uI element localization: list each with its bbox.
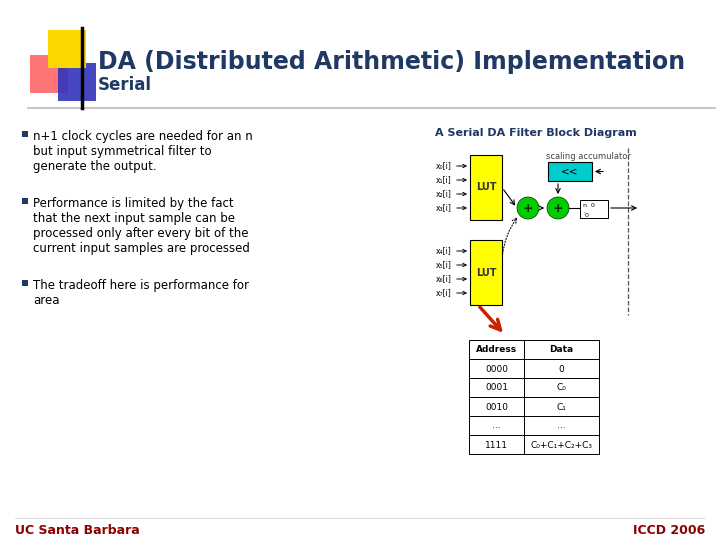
Text: 0: 0 xyxy=(585,213,589,218)
Text: n  0: n 0 xyxy=(583,203,595,208)
Bar xyxy=(524,397,599,416)
Text: that the next input sample can be: that the next input sample can be xyxy=(33,212,235,225)
Bar xyxy=(524,378,599,397)
Text: .: . xyxy=(583,209,585,214)
Bar xyxy=(469,359,524,378)
Text: 0000: 0000 xyxy=(485,364,508,374)
Text: +: + xyxy=(523,202,534,215)
Bar xyxy=(470,155,502,220)
Bar xyxy=(30,55,68,93)
Bar xyxy=(524,359,599,378)
Text: Data: Data xyxy=(549,346,574,354)
Text: The tradeoff here is performance for: The tradeoff here is performance for xyxy=(33,279,249,292)
Text: LUT: LUT xyxy=(476,183,496,192)
Text: Serial: Serial xyxy=(98,76,152,94)
Bar xyxy=(22,198,28,204)
Text: 1111: 1111 xyxy=(485,441,508,449)
Bar xyxy=(469,378,524,397)
Text: ...: ... xyxy=(557,422,566,430)
Text: DA (Distributed Arithmetic) Implementation: DA (Distributed Arithmetic) Implementati… xyxy=(98,50,685,74)
Text: n+1 clock cycles are needed for an n: n+1 clock cycles are needed for an n xyxy=(33,130,253,143)
Text: current input samples are processed: current input samples are processed xyxy=(33,242,250,255)
Text: x₅[i]: x₅[i] xyxy=(436,260,452,269)
Text: UC Santa Barbara: UC Santa Barbara xyxy=(15,523,140,537)
Bar xyxy=(548,162,592,181)
Bar xyxy=(48,30,86,68)
Text: generate the output.: generate the output. xyxy=(33,160,157,173)
Bar xyxy=(470,240,502,305)
Text: but input symmetrical filter to: but input symmetrical filter to xyxy=(33,145,212,158)
Text: 0: 0 xyxy=(559,364,564,374)
Text: x₂[i]: x₂[i] xyxy=(436,190,452,199)
Text: C₀: C₀ xyxy=(557,383,567,393)
Text: x₇[i]: x₇[i] xyxy=(436,288,452,298)
Bar xyxy=(22,131,28,137)
Text: Performance is limited by the fact: Performance is limited by the fact xyxy=(33,197,233,210)
Circle shape xyxy=(547,197,569,219)
Text: area: area xyxy=(33,294,60,307)
Bar xyxy=(524,435,599,454)
Bar xyxy=(469,435,524,454)
Text: x₀[i]: x₀[i] xyxy=(436,161,452,171)
Text: ICCD 2006: ICCD 2006 xyxy=(633,523,705,537)
Text: C₁: C₁ xyxy=(557,402,567,411)
Text: A Serial DA Filter Block Diagram: A Serial DA Filter Block Diagram xyxy=(435,128,636,138)
Text: x₆[i]: x₆[i] xyxy=(436,274,452,284)
Bar xyxy=(22,280,28,286)
Text: x₃[i]: x₃[i] xyxy=(436,204,452,213)
Bar xyxy=(58,63,96,101)
Bar xyxy=(580,200,608,218)
Bar xyxy=(524,416,599,435)
Text: scaling accumulator: scaling accumulator xyxy=(546,152,631,161)
Text: LUT: LUT xyxy=(476,267,496,278)
Bar xyxy=(469,416,524,435)
Bar xyxy=(469,397,524,416)
Text: C₀+C₁+C₂+C₃: C₀+C₁+C₂+C₃ xyxy=(531,441,593,449)
Text: x₄[i]: x₄[i] xyxy=(436,246,452,255)
Text: processed only after every bit of the: processed only after every bit of the xyxy=(33,227,248,240)
Bar xyxy=(524,340,599,359)
Text: x₁[i]: x₁[i] xyxy=(436,176,452,185)
Text: <<: << xyxy=(562,166,579,177)
Circle shape xyxy=(517,197,539,219)
Text: +: + xyxy=(553,202,563,215)
Text: 0010: 0010 xyxy=(485,402,508,411)
Bar xyxy=(469,340,524,359)
Text: Address: Address xyxy=(476,346,517,354)
Text: ...: ... xyxy=(492,422,501,430)
Text: 0001: 0001 xyxy=(485,383,508,393)
